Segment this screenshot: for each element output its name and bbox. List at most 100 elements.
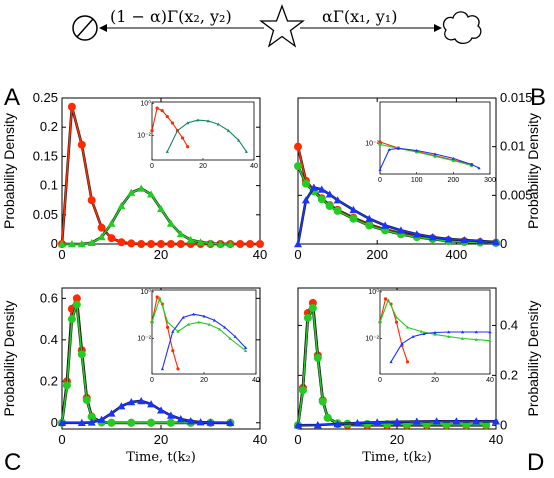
data-point: [157, 240, 165, 248]
inset-y-tick-label: 10⁻²: [137, 132, 151, 139]
data-point: [117, 402, 126, 410]
inset-data-point: [433, 152, 437, 156]
y-tick-label: 0.1: [40, 178, 58, 193]
inset-data-point: [383, 297, 388, 301]
inset-data-point: [451, 156, 455, 160]
data-point: [97, 223, 106, 232]
inset-data-point: [394, 320, 399, 324]
data-point: [166, 240, 175, 248]
data-point: [333, 420, 342, 428]
x-tick-label: 400: [446, 247, 468, 262]
inset-y-tick-label: 10⁰: [140, 288, 151, 296]
star-icon: [259, 4, 305, 48]
x-tick-label: 40: [253, 247, 267, 262]
inset-data-point: [415, 148, 419, 152]
y-tick-label: 0.15: [33, 148, 58, 163]
inset-data-point: [378, 142, 382, 147]
data-point: [492, 417, 500, 425]
data-point: [176, 415, 185, 423]
inset-data-point: [405, 360, 410, 364]
x-tick-label: 20: [154, 247, 168, 262]
inset-x-tick-label: 20: [431, 377, 439, 384]
data-point: [87, 412, 96, 421]
inset-data-point: [186, 145, 190, 149]
data-point: [82, 395, 91, 404]
chart-panel-a: 0 20 40 0 0.05 0.1 0.15 0.2 0.25 Probability Dens…: [1, 90, 267, 262]
inset-data-point: [176, 329, 180, 333]
inset-data-point: [155, 295, 159, 299]
data-point: [77, 350, 86, 359]
inset-data-point: [192, 312, 196, 316]
y-tick-label: 0: [500, 236, 507, 251]
y-tick-label: 0.6: [40, 290, 58, 305]
data-point: [226, 418, 235, 426]
data-point: [117, 202, 126, 210]
y-tick-label: 0: [51, 236, 58, 251]
panel-label-b: B: [530, 84, 546, 111]
inset-data-point: [166, 320, 170, 324]
data-point: [462, 420, 471, 429]
data-point: [313, 421, 322, 429]
inset-series-line: [379, 147, 480, 170]
data-point: [107, 219, 116, 227]
cloud-icon: [442, 11, 482, 45]
inset-data-point: [411, 335, 415, 338]
data-point: [482, 420, 491, 429]
inset-data-point: [433, 154, 437, 158]
inset-data-point: [155, 106, 159, 110]
inset-data-point: [206, 119, 210, 123]
degradation-icon: [72, 15, 98, 41]
inset-x-tick-label: 40: [252, 377, 260, 384]
data-point: [127, 418, 136, 427]
x-axis-label: Time, t(k₂): [362, 450, 432, 465]
inset-data-point: [160, 109, 164, 113]
data-point: [67, 315, 76, 324]
panel-label-c: C: [4, 449, 21, 476]
data-point: [460, 236, 469, 244]
data-point: [166, 411, 175, 419]
data-point: [97, 232, 106, 241]
right-arrowhead: [434, 24, 442, 32]
inset-data-point: [160, 367, 164, 371]
inset-data-point: [216, 122, 220, 126]
data-point: [176, 230, 185, 238]
x-tick-label: 20: [390, 432, 404, 447]
data-point: [137, 240, 146, 248]
schematic: (1 − α)Γ(x₂, y₂) αΓ(x₁, y₁): [72, 4, 482, 48]
data-point: [87, 418, 96, 426]
inset-y-tick-label: 10⁰: [140, 99, 151, 107]
x-tick-label: 40: [253, 432, 267, 447]
panel-label-a: A: [4, 84, 20, 111]
inset-data-point: [218, 327, 222, 331]
data-point: [294, 240, 302, 248]
inset-x-tick-label: 20: [200, 377, 208, 384]
y-tick-label: 0: [500, 417, 507, 432]
data-point: [72, 300, 81, 309]
data-point: [412, 230, 421, 238]
inset-data-point: [176, 367, 180, 371]
inset-data-point: [389, 360, 393, 364]
data-point: [432, 417, 441, 425]
inset-x-tick-label: 300: [484, 177, 496, 184]
inset-data-point: [171, 349, 175, 353]
data-point: [246, 240, 255, 248]
data-point: [308, 303, 317, 312]
data-point: [309, 183, 318, 191]
inset-y-tick-label: 10⁻²: [365, 141, 379, 148]
y-tick-label: 0: [51, 415, 58, 430]
data-point: [365, 214, 374, 222]
inset-series-line: [151, 296, 246, 352]
inset-data-point: [175, 129, 180, 132]
inset-series-line: [379, 297, 409, 362]
data-point: [353, 419, 362, 427]
inset-x-tick-label: 100: [411, 177, 423, 184]
data-point: [58, 418, 66, 426]
data-point: [147, 190, 156, 198]
inset-x-tick-label: 0: [378, 177, 382, 184]
inset-data-point: [387, 147, 391, 151]
x-tick-label: 200: [366, 247, 388, 262]
x-tick-label: 0: [58, 432, 65, 447]
inset-data-point: [233, 335, 237, 338]
